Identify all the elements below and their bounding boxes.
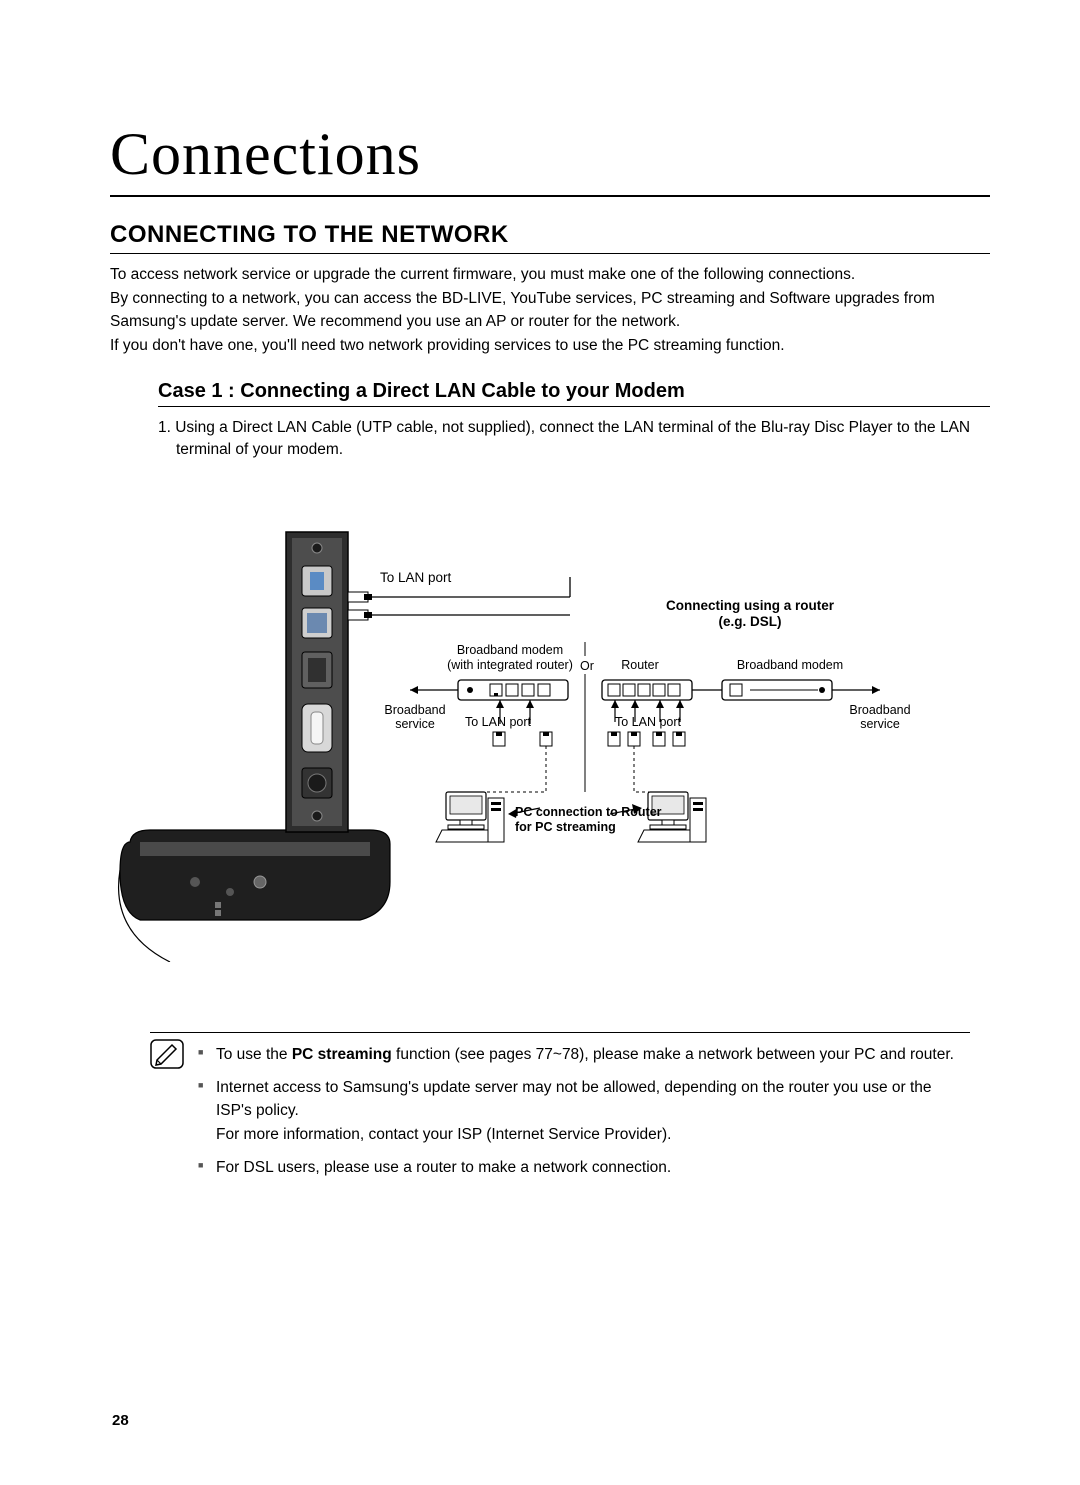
rj45-left-icon [493,732,552,746]
case-1-title: Case 1 : Connecting a Direct LAN Cable t… [158,380,990,407]
note-2a: Internet access to Samsung's update serv… [216,1079,932,1119]
note-1-bold: PC streaming [292,1046,392,1063]
note-pencil-icon [150,1039,184,1069]
chapter-title: Connections [110,120,990,197]
label-to-lan-port-left: To LAN port [465,715,532,729]
note-3: For DSL users, please use a router to ma… [198,1156,970,1179]
label-to-lan-port-top: To LAN port [380,570,452,585]
intro-line-1: To access network service or upgrade the… [110,264,990,286]
label-router: Router [621,658,659,672]
label-or: Or [580,659,594,673]
label-pc-conn-2: for PC streaming [515,820,616,834]
section-title: CONNECTING TO THE NETWORK [110,221,990,254]
label-pc-conn-1: PC connection to Router [515,805,662,819]
label-bb-service-left-1: Broadband [384,703,445,717]
case-1-step: 1. Using a Direct LAN Cable (UTP cable, … [176,417,990,462]
case-1: Case 1 : Connecting a Direct LAN Cable t… [158,380,990,962]
label-modem-integrated-1: Broadband modem [457,643,563,657]
rj45-right-icon [608,732,685,746]
note-1-pre: To use the [216,1046,292,1063]
intro-line-3: If you don't have one, you'll need two n… [110,335,990,357]
modem-right-icon [722,680,880,700]
label-router-heading-2: (e.g. DSL) [719,614,782,629]
label-bb-service-left-2: service [395,717,435,731]
label-bb-service-right-2: service [860,717,900,731]
note-2: Internet access to Samsung's update serv… [198,1076,970,1146]
label-to-lan-port-right: To LAN port [615,715,682,729]
player-body-icon [119,830,390,962]
label-router-heading-1: Connecting using a router [666,598,835,613]
label-modem-integrated-2: (with integrated router) [447,658,573,672]
note-1-post: function (see pages 77~78), please make … [392,1046,954,1063]
intro-block: To access network service or upgrade the… [110,264,990,358]
intro-line-2: By connecting to a network, you can acce… [110,288,990,333]
page-number: 28 [112,1412,129,1429]
pc-left-icon [436,792,504,842]
label-broadband-modem: Broadband modem [737,658,843,672]
note-2b: For more information, contact your ISP (… [216,1126,671,1143]
note-1: To use the PC streaming function (see pa… [198,1043,970,1066]
note-block: To use the PC streaming function (see pa… [150,1032,970,1189]
label-bb-service-right-1: Broadband [849,703,910,717]
note-list: To use the PC streaming function (see pa… [198,1043,970,1189]
network-diagram: To LAN port Connecting using a router (e… [110,492,990,962]
rear-panel-icon [286,532,348,832]
